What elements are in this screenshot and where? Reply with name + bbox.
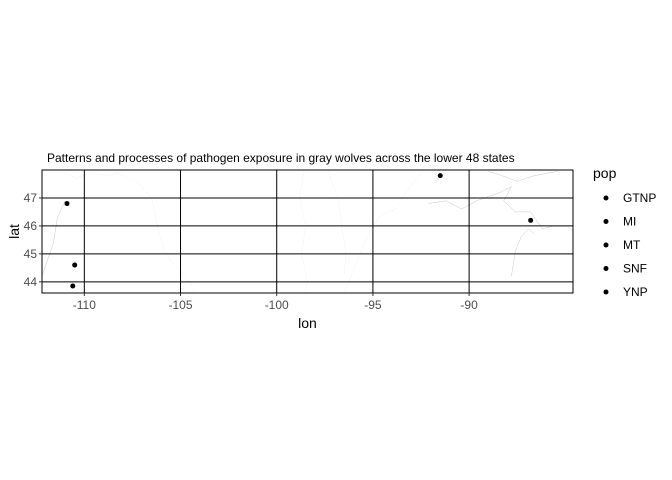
data-point (72, 262, 78, 268)
basemap-line (41, 200, 66, 277)
legend-label: SNF (623, 262, 647, 276)
legend-label: GTNP (623, 191, 656, 205)
x-tick-label: -95 (364, 298, 382, 312)
legend-label: MT (623, 238, 641, 252)
legend-key (603, 242, 609, 248)
basemap-line (343, 171, 424, 292)
legend: pop GTNP MI MT SNF YNP (593, 165, 656, 299)
gridlines (42, 170, 573, 293)
plot-panel (41, 169, 574, 294)
x-tick-label: -90 (460, 298, 478, 312)
x-tick-label: -105 (169, 298, 193, 312)
basemap-line (115, 172, 197, 292)
chart-title: Patterns and processes of pathogen expos… (47, 151, 515, 165)
legend-label: MI (623, 215, 636, 229)
legend-key (603, 195, 609, 201)
y-tick-label: 45 (24, 247, 38, 261)
panel-border (41, 169, 574, 294)
x-tick-label: -110 (73, 298, 96, 312)
y-axis: 44 45 46 47 (24, 191, 42, 289)
basemap-line (65, 171, 123, 179)
basemap-line (299, 171, 308, 292)
data-point (70, 283, 76, 289)
legend-key (603, 289, 609, 295)
y-tick-label: 47 (24, 191, 38, 205)
basemap-outline (41, 171, 574, 292)
legend-label: YNP (623, 285, 648, 299)
y-tick-label: 44 (24, 275, 38, 289)
basemap-line (511, 228, 535, 277)
data-point (437, 173, 443, 179)
legend-title: pop (593, 165, 617, 181)
data-points (64, 173, 534, 289)
x-axis: -110 -105 -100 -95 -90 (73, 293, 478, 312)
legend-key (603, 266, 609, 271)
data-point (64, 201, 70, 207)
y-tick-label: 46 (24, 219, 38, 233)
x-tick-label: -100 (265, 298, 289, 312)
legend-key (603, 219, 609, 224)
y-axis-title: lat (6, 224, 22, 239)
basemap-line (428, 186, 574, 232)
basemap-line (328, 171, 347, 274)
data-point (528, 217, 534, 223)
x-axis-title: lon (298, 315, 317, 331)
basemap-line (488, 171, 558, 182)
